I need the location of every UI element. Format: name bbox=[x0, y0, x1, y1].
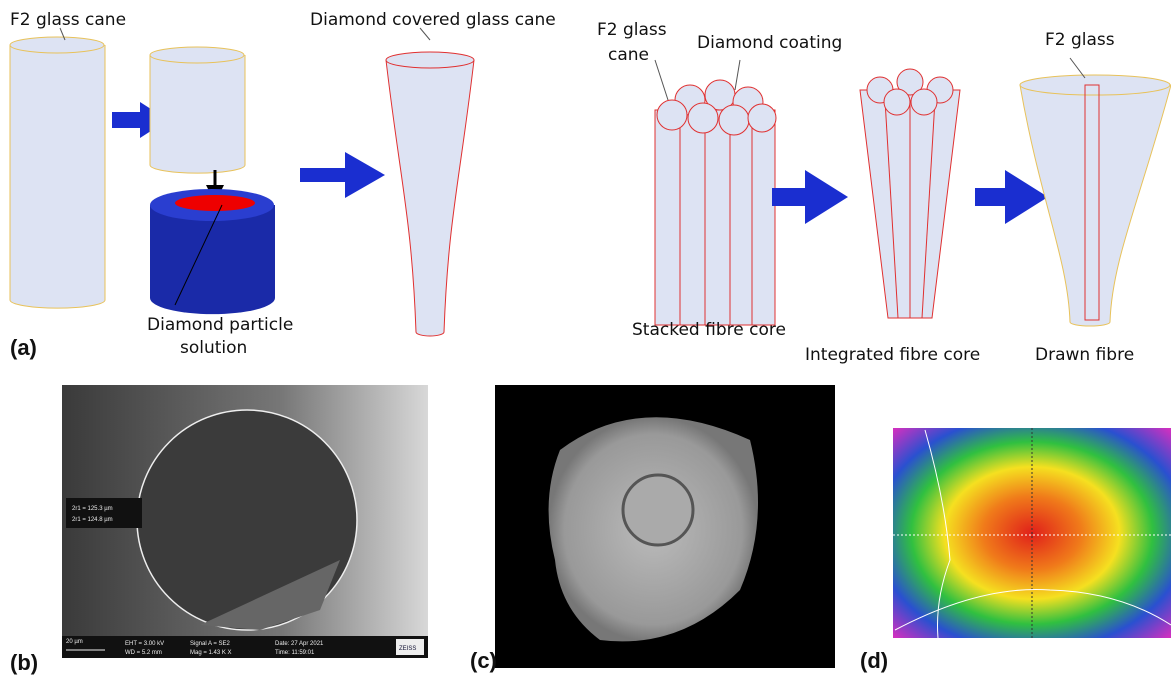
shade bbox=[200, 560, 340, 630]
measurement: 2r1 = 124.8 µm bbox=[72, 517, 113, 523]
cane-top bbox=[747, 103, 777, 133]
panel-label: (b) bbox=[10, 650, 38, 675]
panel-a-right bbox=[654, 57, 1171, 327]
cane-edge bbox=[921, 99, 936, 319]
leader bbox=[174, 204, 223, 306]
label: Stacked fibre core bbox=[632, 320, 786, 340]
cane-top bbox=[687, 102, 719, 134]
panel-label: (a) bbox=[10, 335, 37, 360]
cane-edge bbox=[884, 99, 899, 319]
short-cane bbox=[149, 55, 246, 174]
stacked-core bbox=[654, 109, 776, 326]
label: Drawn fibre bbox=[1035, 345, 1134, 365]
label: Integrated fibre core bbox=[805, 345, 980, 365]
cane-top bbox=[149, 46, 245, 64]
cane-top bbox=[910, 88, 938, 116]
leader bbox=[1069, 57, 1086, 79]
leader bbox=[734, 59, 741, 91]
cane-top bbox=[9, 36, 105, 54]
label: solution bbox=[180, 338, 247, 358]
label: cane bbox=[608, 45, 649, 65]
panel-label: (d) bbox=[860, 648, 888, 673]
drawn-fibre bbox=[1019, 84, 1171, 327]
arrow bbox=[300, 152, 385, 198]
cane-top bbox=[896, 68, 924, 96]
solution bbox=[175, 195, 255, 211]
info: Mag = 1.43 K X bbox=[190, 650, 232, 656]
label: Diamond particle bbox=[147, 315, 293, 335]
label: F2 glass bbox=[597, 20, 667, 40]
panel-d: (d) bbox=[860, 428, 1171, 673]
brand: ZEISS bbox=[399, 646, 416, 652]
panel-a-labels: F2 glass cane Diamond covered glass cane… bbox=[10, 10, 1134, 365]
measurement: 2r1 = 125.3 µm bbox=[72, 506, 113, 512]
profile bbox=[924, 429, 951, 639]
arrow bbox=[975, 170, 1048, 224]
leader bbox=[654, 59, 669, 101]
logo-box bbox=[396, 639, 424, 655]
info: WD = 5.2 mm bbox=[125, 650, 162, 656]
label: Diamond coating bbox=[697, 33, 842, 53]
info: EHT = 3.00 kV bbox=[125, 641, 164, 647]
arrow bbox=[772, 170, 848, 224]
measure-box bbox=[66, 498, 142, 528]
cane-top bbox=[656, 99, 688, 131]
glass-cane bbox=[9, 45, 106, 309]
info-bar bbox=[62, 636, 428, 658]
scale-text: 20 µm bbox=[66, 639, 83, 645]
label: F2 glass bbox=[1045, 30, 1115, 50]
beaker bbox=[150, 205, 275, 315]
panel-c: (c) bbox=[470, 385, 835, 673]
fibre-core bbox=[621, 473, 695, 547]
panel-a-left bbox=[9, 27, 475, 337]
info: Date: 27 Apr 2021 bbox=[275, 641, 324, 647]
panel-label: (c) bbox=[470, 648, 497, 673]
label: F2 glass cane bbox=[10, 10, 126, 30]
info: Signal A = SE2 bbox=[190, 641, 231, 647]
covered-cane bbox=[385, 59, 475, 337]
fibre-core bbox=[1084, 84, 1100, 321]
leader bbox=[419, 27, 431, 41]
panel-b: 2r1 = 125.3 µm 2r1 = 124.8 µm 20 µm EHT … bbox=[10, 385, 428, 675]
info: Time: 11:59:01 bbox=[275, 650, 315, 656]
leader bbox=[59, 27, 66, 41]
label: Diamond covered glass cane bbox=[310, 10, 556, 30]
cane-top bbox=[718, 104, 750, 136]
cane-top bbox=[883, 88, 911, 116]
cane-top bbox=[385, 51, 475, 69]
profile bbox=[894, 589, 1171, 631]
